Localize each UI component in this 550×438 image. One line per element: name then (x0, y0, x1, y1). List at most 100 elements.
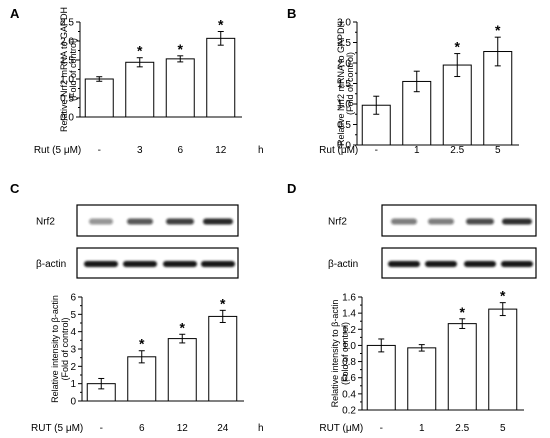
y-tick-label: 0.4 (342, 389, 356, 400)
treatment-label: RUT (μM) (319, 423, 363, 434)
x-tick-label: 3 (137, 145, 143, 156)
y-tick-label: 1.0 (342, 341, 356, 352)
bar (84, 78, 114, 118)
blot-row-label: Nrf2 (328, 217, 347, 228)
blot-band (166, 218, 194, 225)
significance-marker: * (180, 319, 186, 335)
bar (407, 347, 437, 411)
x-tick-label: - (98, 145, 101, 156)
significance-marker: * (137, 43, 143, 59)
y-tick-label: 0.6 (342, 373, 356, 384)
y-tick-label: 3.0 (337, 18, 351, 29)
x-tick-label: 1 (419, 423, 425, 434)
y-tick-label: 1 (70, 379, 76, 390)
blot-band (391, 218, 417, 225)
significance-marker: * (495, 22, 501, 38)
y-tick-label: 4 (70, 327, 76, 338)
x-tick-label: 12 (177, 423, 189, 434)
x-tick-label: - (380, 423, 383, 434)
treatment-label: Rut (5 μM) (34, 145, 81, 156)
bar (366, 344, 396, 411)
y-axis-label: (Fold of control) (345, 52, 355, 115)
significance-marker: * (500, 288, 506, 304)
time-unit-label: h (258, 145, 264, 156)
blot-band (388, 261, 420, 267)
bar (488, 308, 518, 411)
x-tick-label: 6 (139, 423, 145, 434)
blot-band (203, 218, 233, 225)
panel-label: D (287, 181, 296, 196)
y-tick-label: 1.0 (337, 100, 351, 111)
x-tick-label: 6 (177, 145, 183, 156)
y-axis-label: (Fold of control) (340, 322, 350, 385)
blot-row-label: β-actin (36, 259, 66, 270)
x-tick-label: 1 (414, 145, 420, 156)
y-tick-label: 0.0 (337, 141, 351, 152)
y-axis-label: Relative Nrf2 mRNA to GAPDH (336, 21, 346, 146)
x-tick-label: 5 (495, 145, 501, 156)
y-tick-label: 2.5 (60, 18, 74, 29)
x-tick-label: 5 (500, 423, 506, 434)
x-tick-label: 24 (217, 423, 229, 434)
significance-marker: * (455, 39, 461, 55)
bar (208, 315, 238, 402)
blot-band (201, 261, 235, 267)
bar (165, 58, 195, 118)
y-tick-label: 0.0 (60, 113, 74, 124)
y-tick-label: 2.5 (337, 38, 351, 49)
blot-band (123, 261, 157, 267)
blot-row-label: Nrf2 (36, 217, 55, 228)
blot-band (163, 261, 197, 267)
y-tick-label: 2.0 (337, 59, 351, 70)
y-tick-label: 0.2 (342, 406, 356, 417)
y-axis-label: (Fold of control) (60, 317, 70, 380)
significance-marker: * (460, 304, 466, 320)
bar (167, 338, 197, 402)
significance-marker: * (139, 336, 145, 352)
panel-label: B (287, 6, 296, 21)
y-tick-label: 0.8 (342, 357, 356, 368)
bar (447, 323, 477, 411)
bar (442, 64, 472, 146)
x-tick-label: 2.5 (455, 423, 469, 434)
y-tick-label: 6 (70, 293, 76, 304)
significance-marker: * (178, 41, 184, 57)
x-tick-label: 2.5 (450, 145, 464, 156)
y-axis-label: Relative intensity to β-actin (50, 295, 60, 403)
treatment-label: RUT (5 μM) (31, 423, 83, 434)
blot-band (127, 218, 153, 225)
y-tick-label: 5 (70, 310, 76, 321)
blot-band (464, 261, 496, 267)
y-tick-label: 0.5 (60, 94, 74, 105)
y-tick-label: 2 (70, 362, 76, 373)
x-tick-label: - (375, 145, 378, 156)
blot-row-label: β-actin (328, 259, 358, 270)
y-tick-label: 1.5 (337, 79, 351, 90)
blot-band (501, 261, 533, 267)
x-tick-label: - (100, 423, 103, 434)
y-tick-label: 1.2 (342, 325, 356, 336)
blot-band (428, 218, 454, 225)
y-tick-label: 0.5 (337, 120, 351, 131)
bar (206, 37, 236, 118)
blot-band (89, 218, 113, 225)
y-tick-label: 1.4 (342, 309, 356, 320)
significance-marker: * (220, 295, 226, 311)
time-unit-label: h (258, 423, 264, 434)
y-tick-label: 3 (70, 345, 76, 356)
y-tick-label: 1.0 (60, 75, 74, 86)
x-tick-label: 12 (215, 145, 227, 156)
y-tick-label: 1.6 (342, 293, 356, 304)
y-axis-label: (Fold of control) (68, 38, 78, 101)
bar (127, 356, 157, 402)
bar (125, 61, 155, 118)
y-axis-label: Relative Nrf2 mRNA to GAPDH (59, 7, 69, 132)
y-axis-label: Relative intensity to β-actin (330, 300, 340, 408)
y-tick-label: 2.0 (60, 37, 74, 48)
panel-label: A (10, 6, 20, 21)
